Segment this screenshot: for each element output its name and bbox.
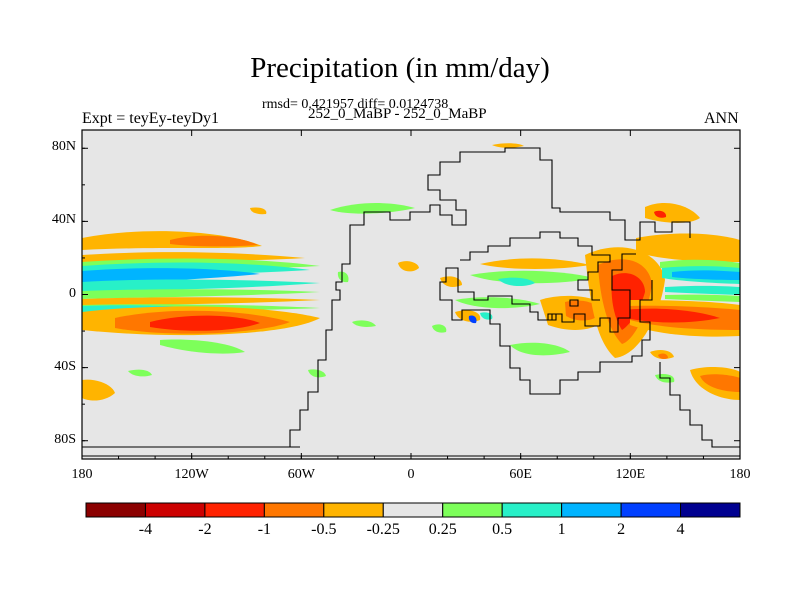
y-tick-label: 80N (51, 139, 76, 155)
colorbar-swatch (442, 502, 503, 518)
coastline-gondwana-east (439, 267, 653, 395)
anomaly-blob (160, 339, 245, 354)
colorbar-label: -2 (198, 521, 212, 538)
x-tick-label: 180 (71, 467, 93, 482)
colorbar-label: 0.25 (428, 521, 457, 538)
anomaly-blob (480, 258, 590, 269)
y-tick-label: 0 (69, 285, 76, 301)
anomaly-blob (492, 143, 524, 148)
anomaly-blob (700, 374, 740, 392)
anomaly-blob (665, 285, 740, 295)
coastline-tethys-north (460, 231, 611, 301)
page-title: Precipitation (in mm/day) (250, 52, 550, 84)
anomaly-blob (672, 270, 740, 280)
colorbar-swatch (263, 502, 325, 518)
colorbar-swatch (620, 502, 682, 518)
anomaly-blob (625, 308, 720, 323)
colorbar-swatch (382, 502, 444, 518)
anomaly-blob (82, 279, 320, 292)
experiment-label: Expt = teyEy-teyDy1 (82, 110, 219, 127)
season-label: ANN (704, 110, 739, 127)
colorbar-label: -0.25 (366, 521, 400, 538)
coastline-tethys-south (450, 253, 636, 333)
anomaly-blob (611, 273, 645, 330)
anomaly-blob (510, 342, 570, 356)
anomaly-blob (170, 235, 258, 247)
x-tick-label: 60E (509, 467, 532, 482)
anomaly-blob (128, 369, 152, 377)
colorbar-swatch (85, 502, 146, 518)
coastline-southern-land (659, 362, 740, 448)
x-tick-label: 120E (615, 467, 646, 482)
colorbar-label: 4 (676, 521, 685, 538)
anomaly-blob (658, 353, 668, 359)
anomaly-blob (82, 297, 320, 305)
stats-line: rmsd= 0.421957 diff= 0.0124738 (262, 97, 449, 112)
y-tick-label: 80S (54, 431, 76, 447)
colorbar-label: 2 (617, 521, 626, 538)
colorbar (85, 502, 741, 518)
x-tick-label: 0 (407, 467, 415, 482)
anomaly-blob (665, 294, 740, 302)
axis-ticks (81, 130, 741, 459)
anomaly-blob (645, 202, 700, 223)
coastline-main-continent (289, 147, 691, 447)
colorbar-label: -1 (257, 521, 272, 538)
colorbar-swatch (680, 502, 741, 518)
anomaly-fields (82, 143, 740, 401)
colorbar-label: 0.5 (492, 521, 513, 538)
anomaly-blob (636, 233, 740, 262)
anomaly-blob (308, 369, 326, 378)
y-tick-label: 40S (54, 358, 76, 374)
colorbar-swatch (501, 502, 563, 518)
colorbar-swatch (561, 502, 622, 518)
anomaly-blob (250, 207, 267, 215)
colorbar-swatch (144, 502, 206, 518)
x-tick-label: 120W (174, 467, 209, 482)
anomaly-blob (150, 315, 260, 331)
x-tick-label: 60W (287, 467, 315, 482)
anomaly-blob (468, 315, 477, 324)
colorbar-label: -0.5 (311, 521, 337, 538)
anomaly-blob (82, 379, 115, 401)
colorbar-label: -4 (138, 521, 153, 538)
anomaly-blob (480, 312, 493, 320)
y-tick-label: 40N (51, 212, 76, 228)
case-line: 252_0_MaBP - 252_0_MaBP (308, 106, 487, 122)
anomaly-blob (352, 320, 376, 327)
anomaly-blob (337, 271, 349, 283)
anomaly-blob (432, 324, 447, 333)
x-tick-label: 180 (729, 467, 751, 482)
colorbar-label: 1 (557, 521, 566, 538)
colorbar-swatch (204, 502, 265, 518)
anomaly-blob (398, 261, 419, 272)
anomaly-blob (498, 277, 535, 287)
anomaly-blob (82, 289, 320, 299)
anomaly-blob (330, 203, 415, 214)
coastline-inner-sea (547, 299, 579, 321)
colorbar-swatch (323, 502, 384, 518)
anomaly-blob (654, 210, 667, 218)
